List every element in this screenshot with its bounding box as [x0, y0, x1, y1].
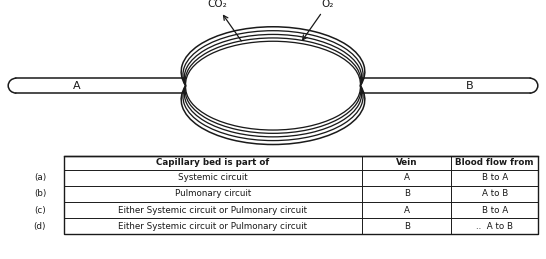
Text: A: A — [404, 173, 410, 182]
Text: CO₂: CO₂ — [207, 0, 227, 9]
Text: (a): (a) — [34, 173, 46, 182]
Text: Blood flow from: Blood flow from — [455, 158, 534, 167]
Text: Either Systemic circuit or Pulmonary circuit: Either Systemic circuit or Pulmonary cir… — [118, 222, 307, 231]
Text: Capillary bed is part of: Capillary bed is part of — [156, 158, 270, 167]
Text: Vein: Vein — [396, 158, 418, 167]
Text: (c): (c) — [34, 206, 46, 214]
Text: B: B — [466, 81, 473, 91]
Text: B to A: B to A — [482, 173, 508, 182]
Text: ..  A to B: .. A to B — [476, 222, 513, 231]
Text: A to B: A to B — [482, 189, 508, 198]
Text: B to A: B to A — [482, 206, 508, 214]
Text: B: B — [404, 189, 410, 198]
Text: O₂: O₂ — [322, 0, 334, 9]
Text: Pulmonary circuit: Pulmonary circuit — [175, 189, 251, 198]
Text: (d): (d) — [34, 222, 46, 231]
Text: A: A — [404, 206, 410, 214]
Text: (b): (b) — [34, 189, 46, 198]
Text: Systemic circuit: Systemic circuit — [178, 173, 248, 182]
Text: A: A — [73, 81, 80, 91]
Bar — [63, 156, 538, 234]
Text: B: B — [404, 222, 410, 231]
Text: Either Systemic circuit or Pulmonary circuit: Either Systemic circuit or Pulmonary cir… — [118, 206, 307, 214]
